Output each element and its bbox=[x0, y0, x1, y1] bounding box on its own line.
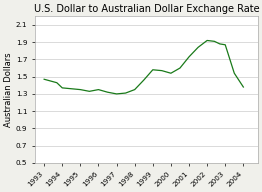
Title: U.S. Dollar to Australian Dollar Exchange Rate: U.S. Dollar to Australian Dollar Exchang… bbox=[34, 4, 259, 14]
Y-axis label: Australian Dollars: Australian Dollars bbox=[4, 52, 13, 127]
